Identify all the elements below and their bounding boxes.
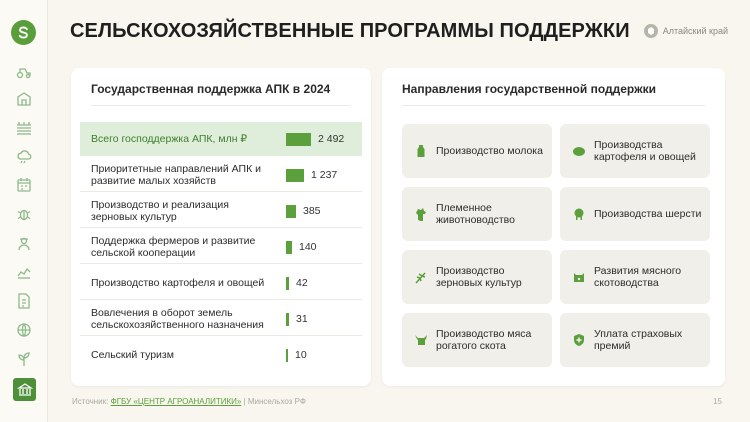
barn-icon[interactable]: [14, 89, 34, 109]
row-value: 385: [303, 204, 321, 217]
source-separator: |: [243, 397, 246, 406]
plant-icon[interactable]: [14, 349, 34, 369]
row-label: Сельский туризм: [91, 349, 174, 361]
row-label: Вовлечения в оборот земель сельскохозяйс…: [91, 306, 264, 331]
row-bar: [286, 313, 289, 326]
row-label: Поддержка фермеров и развитие сельской к…: [91, 234, 256, 259]
horse-icon: [413, 205, 429, 223]
table-row: Сельский туризм 10: [80, 338, 362, 372]
direction-tile: Уплата страховых премий: [560, 313, 710, 367]
row-label: Производство и реализация зерновых культ…: [91, 198, 229, 223]
table-row: Производство и реализация зерновых культ…: [80, 194, 362, 228]
source-link[interactable]: ФГБУ «ЦЕНТР АГРОАНАЛИТИКИ»: [110, 397, 242, 406]
divider: [91, 105, 351, 106]
app-logo[interactable]: [11, 20, 36, 45]
pig-icon: [571, 268, 587, 286]
tile-label: Развития мясного скотоводства: [594, 264, 682, 290]
support-directions-title: Направления государственной поддержки: [402, 82, 656, 96]
direction-tile: Развития мясного скотоводства: [560, 250, 710, 304]
region-label: Алтайский край: [643, 24, 728, 38]
wheat-icon: [413, 268, 429, 286]
row-label: Приоритетные направлений АПК и развитие …: [91, 162, 261, 187]
support-directions-card: Направления государственной поддержки Пр…: [382, 68, 725, 386]
direction-tile: Производство молока: [402, 124, 552, 178]
row-bar: [286, 169, 304, 182]
row-bar: [286, 349, 288, 362]
region-name: Алтайский край: [662, 26, 728, 36]
row-value: 2 492: [318, 133, 345, 145]
tractor-icon[interactable]: [14, 62, 34, 82]
tile-label: Племенное животноводство: [436, 201, 515, 227]
tile-label: Производства картофеля и овощей: [594, 138, 696, 164]
sheep-icon: [571, 205, 587, 223]
livestock-icon[interactable]: [14, 262, 34, 282]
divider: [402, 105, 705, 106]
row-value: 31: [296, 312, 308, 325]
sidebar: [0, 0, 48, 422]
source-suffix: Минсельхоз РФ: [247, 397, 306, 406]
row-value: 1 237: [311, 168, 338, 181]
pest-icon[interactable]: [14, 204, 34, 224]
page-number: 15: [713, 397, 722, 406]
source-footer: Источник: ФГБУ «ЦЕНТР АГРОАНАЛИТИКИ» | М…: [72, 397, 306, 406]
support-table-card: Государственная поддержка АПК в 2024 Все…: [71, 68, 371, 386]
logo-icon: [18, 26, 28, 39]
direction-tile: Производства шерсти: [560, 187, 710, 241]
government-icon[interactable]: [13, 378, 36, 401]
tile-label: Уплата страховых премий: [594, 327, 683, 353]
row-value: 42: [296, 276, 308, 289]
row-label: Производство картофеля и овощей: [91, 276, 265, 289]
direction-tile: Производство зерновых культур: [402, 250, 552, 304]
table-row: Всего господдержка АПК, млн ₽ 2 492: [80, 122, 362, 156]
row-bar: [286, 205, 296, 218]
table-row: Вовлечения в оборот земель сельскохозяйс…: [80, 302, 362, 336]
row-bar: [286, 241, 292, 254]
support-table-title: Государственная поддержка АПК в 2024: [91, 82, 331, 96]
shield-plus-icon: [571, 331, 587, 349]
row-bar: [286, 277, 289, 290]
cow-icon: [413, 331, 429, 349]
weather-icon[interactable]: [14, 146, 34, 166]
direction-tile: Племенное животноводство: [402, 187, 552, 241]
table-row: Поддержка фермеров и развитие сельской к…: [80, 230, 362, 264]
calendar-icon[interactable]: [14, 175, 34, 195]
table-row: Приоритетные направлений АПК и развитие …: [80, 158, 362, 192]
source-prefix: Источник:: [72, 397, 109, 406]
tile-label: Производство зерновых культур: [436, 264, 522, 290]
tile-label: Производство молока: [436, 144, 543, 157]
tile-label: Производство мяса рогатого скота: [436, 327, 532, 353]
milk-icon: [413, 142, 429, 160]
tile-label: Производства шерсти: [594, 207, 702, 220]
potato-icon: [571, 142, 587, 160]
row-value: 10: [295, 349, 307, 361]
field-icon[interactable]: [14, 118, 34, 138]
farmer-icon[interactable]: [14, 233, 34, 253]
table-row: Производство картофеля и овощей 42: [80, 266, 362, 300]
document-icon[interactable]: [14, 291, 34, 311]
row-label: Всего господдержка АПК, млн ₽: [91, 133, 248, 145]
region-emblem-icon: [643, 24, 658, 38]
row-value: 140: [299, 240, 317, 253]
direction-tile: Производства картофеля и овощей: [560, 124, 710, 178]
globe-icon[interactable]: [14, 320, 34, 340]
row-bar: [286, 133, 311, 146]
direction-tile: Производство мяса рогатого скота: [402, 313, 552, 367]
page-title: СЕЛЬСКОХОЗЯЙСТВЕННЫЕ ПРОГРАММЫ ПОДДЕРЖКИ: [70, 20, 630, 42]
